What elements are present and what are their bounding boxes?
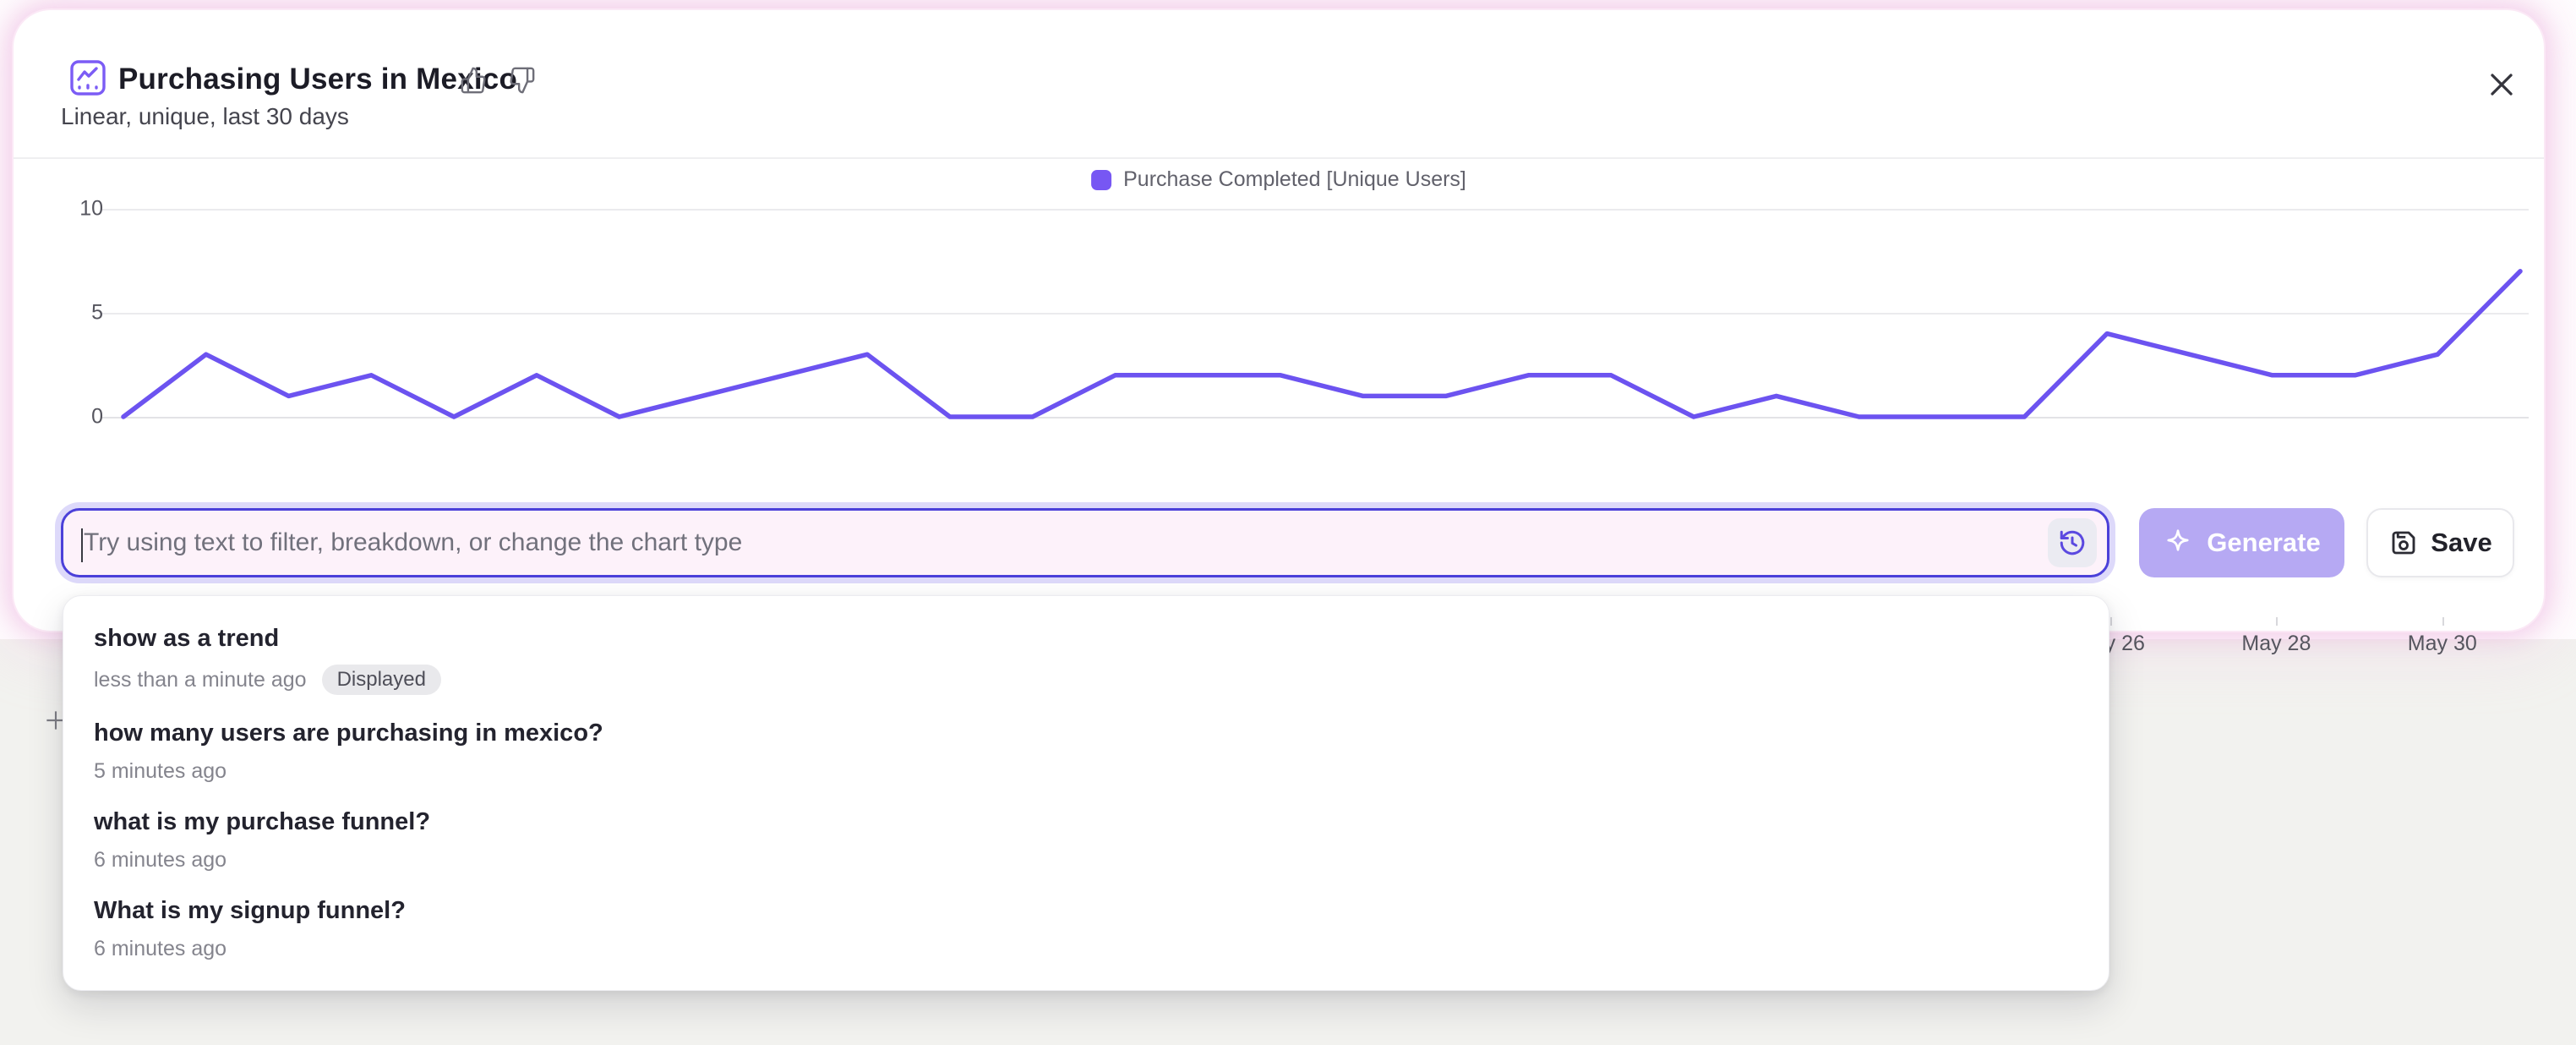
- history-timestamp: 6 minutes ago: [94, 848, 227, 872]
- history-meta: less than a minute ago Displayed: [94, 665, 2078, 695]
- history-meta: 5 minutes ago: [94, 759, 2078, 784]
- gridline-10: [101, 209, 2529, 211]
- x-axis-tick: [2276, 617, 2279, 626]
- history-query: how many users are purchasing in mexico?: [94, 719, 603, 747]
- close-icon[interactable]: [2483, 66, 2520, 103]
- history-item[interactable]: what is my purchase funnel? 6 minutes ago: [63, 796, 2109, 884]
- y-axis-label: 0: [91, 404, 103, 429]
- ai-prompt-bar: [61, 508, 2109, 577]
- history-dropdown: show as a trend less than a minute ago Dis…: [63, 595, 2109, 991]
- chart-type-icon: [68, 57, 108, 98]
- history-timestamp: 5 minutes ago: [94, 759, 227, 783]
- generate-button[interactable]: Generate: [2139, 508, 2344, 577]
- y-axis-label: 10: [79, 196, 103, 221]
- save-label: Save: [2431, 528, 2492, 557]
- history-timestamp: less than a minute ago: [94, 667, 307, 692]
- history-query: what is my purchase funnel?: [94, 808, 431, 835]
- save-button[interactable]: Save: [2366, 508, 2514, 577]
- save-icon: [2388, 528, 2419, 558]
- history-item[interactable]: how many users are purchasing in mexico?…: [63, 708, 2109, 796]
- chart-subtitle: Linear, unique, last 30 days: [61, 103, 349, 129]
- y-axis-label: 5: [91, 300, 103, 325]
- chart-legend[interactable]: Purchase Completed [Unique Users]: [1091, 167, 1466, 192]
- page-title: Purchasing Users in Mexico: [118, 63, 518, 96]
- x-axis-label: May 30: [2407, 632, 2477, 655]
- history-timestamp: 6 minutes ago: [94, 937, 227, 960]
- history-icon: [2057, 528, 2088, 558]
- series-line-svg: [121, 269, 2523, 419]
- history-query: What is my signup funnel?: [94, 897, 406, 924]
- gridline-5: [101, 313, 2529, 315]
- history-item[interactable]: What is my signup funnel? 6 minutes ago: [63, 885, 2109, 973]
- displayed-badge: Displayed: [321, 665, 441, 695]
- generate-label: Generate: [2207, 528, 2321, 557]
- header-divider: [14, 157, 2544, 159]
- history-query: show as a trend: [94, 625, 280, 652]
- x-axis-tick: [2109, 617, 2112, 626]
- x-axis-baseline: [101, 417, 2529, 419]
- thumbs-down-icon[interactable]: [507, 66, 536, 95]
- sparkle-icon: [2163, 528, 2193, 558]
- x-axis-label: May 28: [2241, 632, 2311, 655]
- x-axis-tick: [2442, 617, 2444, 626]
- plus-icon: [42, 707, 69, 734]
- text-caret: [81, 528, 83, 562]
- chart-card: Purchasing Users in Mexico Linear, uniqu…: [14, 10, 2544, 655]
- legend-swatch: [1091, 169, 1112, 190]
- thumbs-up-icon[interactable]: [460, 66, 488, 95]
- history-item[interactable]: show as a trend less than a minute ago Dis…: [63, 613, 2109, 707]
- history-button[interactable]: [2048, 518, 2097, 567]
- legend-label: Purchase Completed [Unique Users]: [1123, 167, 1466, 191]
- history-meta: 6 minutes ago: [94, 848, 2078, 873]
- history-meta: 6 minutes ago: [94, 937, 2078, 961]
- ai-prompt-input[interactable]: [63, 511, 2048, 575]
